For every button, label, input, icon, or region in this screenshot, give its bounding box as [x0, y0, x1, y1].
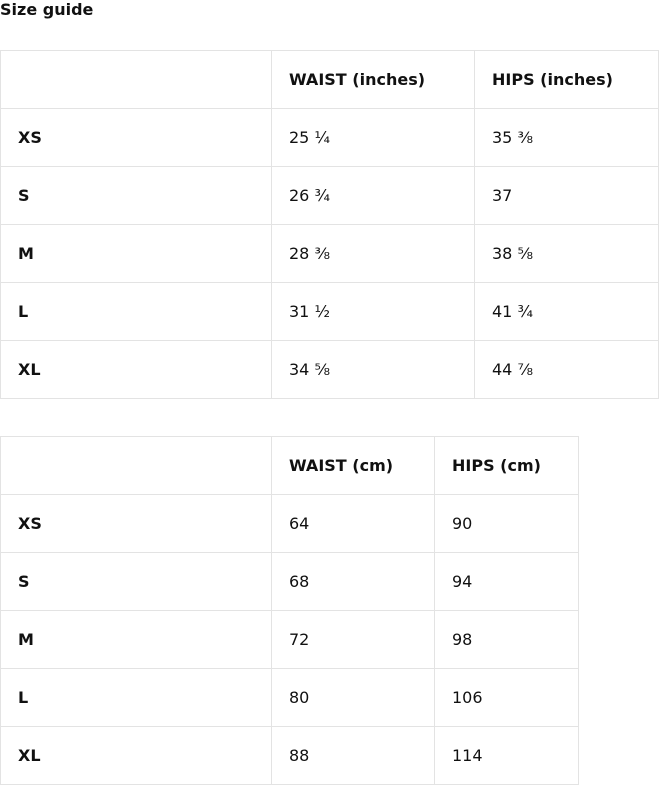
- measurement-cell: 94: [434, 552, 579, 611]
- measurement-cell: 34 ⅝: [271, 340, 475, 399]
- measurement-cell: 68: [271, 552, 435, 611]
- measurement-cell: 31 ½: [271, 282, 475, 341]
- column-header: WAIST (cm): [271, 436, 435, 495]
- measurement-cell: 44 ⅞: [474, 340, 659, 399]
- table-row: XS 25 ¼ 35 ⅜: [0, 108, 659, 167]
- column-header: WAIST (inches): [271, 50, 475, 109]
- column-header: [0, 436, 272, 495]
- size-label: XL: [0, 726, 272, 785]
- measurement-cell: 80: [271, 668, 435, 727]
- measurement-cell: 64: [271, 494, 435, 553]
- size-label: M: [0, 224, 272, 283]
- size-table-cm: WAIST (cm) HIPS (cm) XS 64 90 S 68 94 M 72 98 L 80 10…: [0, 436, 579, 785]
- size-label: L: [0, 668, 272, 727]
- measurement-cell: 35 ⅜: [474, 108, 659, 167]
- size-label: XS: [0, 494, 272, 553]
- size-label: XS: [0, 108, 272, 167]
- size-label: M: [0, 610, 272, 669]
- size-label: S: [0, 552, 272, 611]
- measurement-cell: 114: [434, 726, 579, 785]
- measurement-cell: 37: [474, 166, 659, 225]
- size-label: S: [0, 166, 272, 225]
- column-header: [0, 50, 272, 109]
- measurement-cell: 25 ¼: [271, 108, 475, 167]
- header-row: WAIST (cm) HIPS (cm): [0, 436, 579, 495]
- table-row: XL 34 ⅝ 44 ⅞: [0, 340, 659, 399]
- table-row: L 80 106: [0, 668, 579, 727]
- size-label: XL: [0, 340, 272, 399]
- page-title: Size guide: [0, 0, 94, 19]
- size-label: L: [0, 282, 272, 341]
- measurement-cell: 98: [434, 610, 579, 669]
- size-table-inches: WAIST (inches) HIPS (inches) XS 25 ¼ 35 ⅜ S 26…: [0, 50, 659, 399]
- measurement-cell: 90: [434, 494, 579, 553]
- column-header: HIPS (cm): [434, 436, 579, 495]
- table-row: S 26 ¾ 37: [0, 166, 659, 225]
- table-row: XL 88 114: [0, 726, 579, 785]
- header-row: WAIST (inches) HIPS (inches): [0, 50, 659, 109]
- measurement-cell: 38 ⅝: [474, 224, 659, 283]
- table-row: M 28 ⅜ 38 ⅝: [0, 224, 659, 283]
- column-header: HIPS (inches): [474, 50, 659, 109]
- measurement-cell: 41 ¾: [474, 282, 659, 341]
- table-row: M 72 98: [0, 610, 579, 669]
- table-row: S 68 94: [0, 552, 579, 611]
- table-row: L 31 ½ 41 ¾: [0, 282, 659, 341]
- table-row: XS 64 90: [0, 494, 579, 553]
- measurement-cell: 28 ⅜: [271, 224, 475, 283]
- measurement-cell: 26 ¾: [271, 166, 475, 225]
- measurement-cell: 72: [271, 610, 435, 669]
- measurement-cell: 88: [271, 726, 435, 785]
- measurement-cell: 106: [434, 668, 579, 727]
